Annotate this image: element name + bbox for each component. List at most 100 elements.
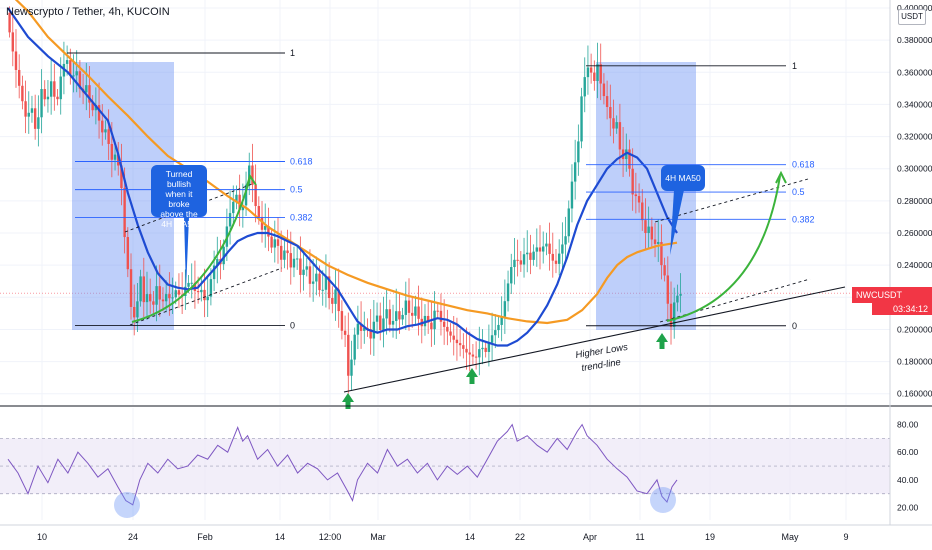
candle-body — [324, 276, 328, 290]
candle-body — [136, 301, 139, 318]
candle-body — [369, 329, 372, 339]
candle-body — [8, 12, 11, 33]
candle-body — [171, 297, 174, 299]
candle-body — [311, 281, 315, 284]
candle-body — [27, 112, 30, 117]
candle-body — [551, 253, 554, 261]
candle-body — [605, 96, 609, 108]
candle-body — [65, 60, 69, 64]
rsi-tick-label: 20.00 — [897, 503, 919, 513]
y-tick-label: 0.300000 — [897, 164, 932, 174]
fib-label-right: 1 — [792, 61, 797, 71]
candle-body — [542, 246, 545, 252]
candle-body — [235, 194, 238, 202]
y-tick-label: 0.320000 — [897, 132, 932, 142]
indicator-lines — [7, 0, 678, 347]
fib-label-left: 0.5 — [290, 185, 303, 195]
x-tick-label: 14 — [465, 532, 475, 542]
candle-body — [113, 154, 117, 160]
candle-body — [567, 208, 570, 237]
candle-body — [494, 330, 497, 336]
candle-body — [609, 107, 612, 119]
annotation-left-line: when it broke — [165, 189, 193, 209]
candle-body — [212, 265, 216, 280]
candle-body — [650, 226, 654, 240]
candle-body — [554, 260, 558, 264]
candle-body — [570, 181, 574, 209]
rsi-tick-label: 80.00 — [897, 420, 919, 430]
candle-body — [577, 141, 580, 163]
candle-body — [657, 242, 660, 244]
candle-body — [241, 205, 245, 211]
x-tick-label: Mar — [370, 532, 386, 542]
candle-body — [120, 165, 123, 189]
candle-body — [462, 345, 465, 349]
candle-body — [228, 213, 232, 227]
candle-body — [331, 298, 334, 304]
candle-body — [85, 85, 88, 93]
candle-body — [529, 252, 532, 260]
trendline-label: Higher Lows — [575, 342, 629, 361]
ma200-line — [14, 0, 678, 325]
y-tick-label: 0.380000 — [897, 35, 932, 45]
candle-body — [142, 276, 145, 303]
candle-body — [359, 323, 363, 331]
countdown-tag: 03:34:12 — [872, 303, 932, 315]
candle-body — [232, 201, 235, 214]
candle-body — [612, 118, 615, 129]
candle-body — [407, 300, 411, 313]
up-arrow-icon — [342, 393, 354, 409]
channel-line-dashed — [654, 178, 809, 223]
candle-body — [481, 347, 484, 350]
candle-body — [164, 294, 168, 302]
candle-body — [382, 318, 385, 330]
candle-body — [490, 335, 494, 343]
candle-body — [302, 269, 305, 275]
candle-body — [40, 89, 43, 118]
candle-body — [46, 96, 50, 100]
up-arrow-icon — [466, 368, 478, 384]
candle-body — [318, 273, 321, 291]
candle-body — [299, 258, 302, 275]
candle-body — [33, 108, 37, 129]
candle-body — [267, 225, 270, 237]
x-tick-label: 19 — [705, 532, 715, 542]
candle-body — [593, 72, 596, 81]
candle-body — [24, 101, 27, 117]
candle-body — [37, 117, 40, 129]
candle-body — [363, 327, 366, 331]
candle-body — [573, 162, 577, 182]
currency-button[interactable]: USDT — [898, 9, 926, 25]
candle-body — [410, 312, 414, 316]
candle-body — [244, 184, 248, 206]
candle-body — [283, 250, 286, 260]
candle-body — [238, 194, 241, 211]
candle-body — [251, 165, 254, 185]
candle-body — [468, 352, 471, 355]
candle-body — [596, 64, 599, 81]
candle-body — [401, 314, 404, 320]
candle-body — [315, 273, 318, 282]
candle-body — [676, 295, 679, 303]
candle-body — [516, 259, 519, 261]
price-tag: NWCUSDT 0.222615 — [852, 287, 932, 316]
candle-body — [522, 254, 526, 265]
projection-curve-right — [666, 175, 781, 322]
candle-body — [532, 251, 535, 260]
y-tick-label: 0.400000 — [897, 3, 932, 13]
candle-body — [455, 339, 459, 344]
candle-body — [184, 286, 187, 297]
candle-body — [583, 77, 586, 97]
candle-body — [474, 356, 478, 358]
candle-body — [257, 206, 261, 217]
candle-body — [78, 71, 82, 89]
projection-arrowhead — [775, 170, 787, 184]
candle-body — [634, 194, 638, 197]
candle-body — [602, 83, 606, 97]
candle-body — [196, 291, 200, 293]
candle-body — [168, 294, 171, 299]
candle-body — [510, 267, 513, 284]
candle-body — [679, 294, 682, 296]
candle-body — [308, 266, 312, 284]
candle-body — [17, 69, 21, 86]
